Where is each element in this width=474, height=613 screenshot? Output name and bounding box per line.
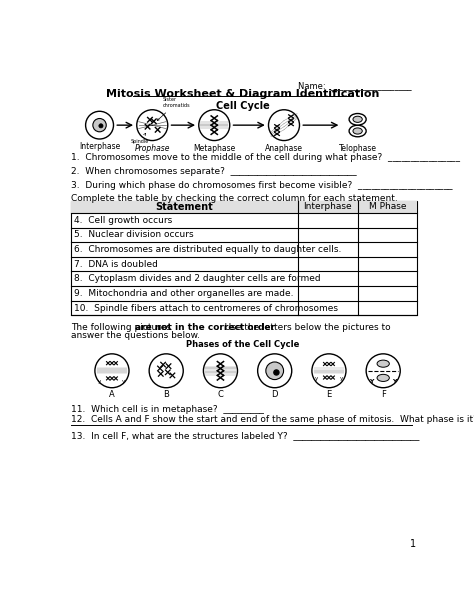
Text: Mitosis Worksheet & Diagram Identification: Mitosis Worksheet & Diagram Identificati… [106,89,380,99]
Text: Anaphase: Anaphase [265,143,303,153]
Ellipse shape [377,360,389,367]
Text: 13.  In cell F, what are the structures labeled Y?  ____________________________: 13. In cell F, what are the structures l… [71,432,419,441]
Text: Prophase: Prophase [135,143,170,153]
Circle shape [199,110,230,140]
Text: y: y [122,379,126,384]
Text: 3.  During which phase do chromosomes first become visible?  ___________________: 3. During which phase do chromosomes fir… [71,181,452,189]
Text: Telophase: Telophase [338,143,377,153]
Text: 6.  Chromosomes are distributed equally to daughter cells.: 6. Chromosomes are distributed equally t… [74,245,341,254]
Text: 10.  Spindle fibers attach to centromeres of chromosomes: 10. Spindle fibers attach to centromeres… [74,303,338,313]
Circle shape [266,362,283,379]
Text: Name:  ___________________: Name: ___________________ [298,82,412,90]
Text: Complete the table by checking the correct column for each statement.: Complete the table by checking the corre… [71,194,398,203]
Text: Interphase: Interphase [79,142,120,151]
Bar [71,200,417,213]
Text: Phases of the Cell Cycle: Phases of the Cell Cycle [186,340,300,349]
Text: 2.  When chromosomes separate?  ____________________________: 2. When chromosomes separate? __________… [71,167,356,176]
Circle shape [258,354,292,387]
Text: F: F [381,390,386,399]
Text: y: y [314,376,318,381]
Text: D: D [272,390,278,399]
Text: M Phase: M Phase [369,202,406,211]
Circle shape [93,118,106,132]
Circle shape [149,354,183,387]
Text: B: B [163,390,169,399]
Text: 9.  Mitochondria and other organelles are made.: 9. Mitochondria and other organelles are… [74,289,293,298]
Circle shape [312,354,346,387]
Text: 12.  Cells A and F show the start and end of the same phase of mitosis.  What ph: 12. Cells A and F show the start and end… [71,414,474,424]
Text: 1.  Chromosomes move to the middle of the cell during what phase?  _____________: 1. Chromosomes move to the middle of the… [71,153,460,162]
Text: y: y [340,376,343,381]
Text: Y: Y [392,379,397,384]
Text: 7.  DNA is doubled: 7. DNA is doubled [74,260,158,268]
Ellipse shape [349,125,366,137]
Text: .  Use the letters below the pictures to: . Use the letters below the pictures to [216,323,391,332]
Circle shape [268,110,300,140]
Text: Metaphase: Metaphase [193,143,236,153]
Ellipse shape [349,113,366,125]
Text: y: y [98,379,100,384]
Text: C: C [218,390,223,399]
Text: Spindle: Spindle [130,134,149,143]
Text: The following pictures: The following pictures [71,323,174,332]
Text: are not in the correct order: are not in the correct order [135,323,275,332]
Text: 5.  Nuclear division occurs: 5. Nuclear division occurs [74,230,193,239]
Text: Interphase: Interphase [303,202,352,211]
Text: Sister
chromatids: Sister chromatids [157,97,191,121]
Text: answer the questions below.: answer the questions below. [71,331,200,340]
Text: Statement: Statement [155,202,213,211]
Text: Y: Y [369,379,373,384]
Circle shape [274,370,279,375]
Circle shape [86,112,113,139]
Ellipse shape [353,128,362,134]
Circle shape [95,354,129,387]
Circle shape [137,110,168,140]
Text: 4.  Cell growth occurs: 4. Cell growth occurs [74,216,172,225]
Text: A: A [109,390,115,399]
Text: Cell Cycle: Cell Cycle [216,101,270,112]
Circle shape [99,124,103,128]
Text: 8.  Cytoplasm divides and 2 daughter cells are formed: 8. Cytoplasm divides and 2 daughter cell… [74,274,320,283]
Bar [71,200,417,315]
Ellipse shape [377,375,389,381]
Text: 1: 1 [410,539,416,549]
Circle shape [366,354,400,387]
Circle shape [203,354,237,387]
Text: E: E [326,390,332,399]
Ellipse shape [353,116,362,123]
Text: 11.  Which cell is in metaphase?  _________: 11. Which cell is in metaphase? ________… [71,405,264,414]
